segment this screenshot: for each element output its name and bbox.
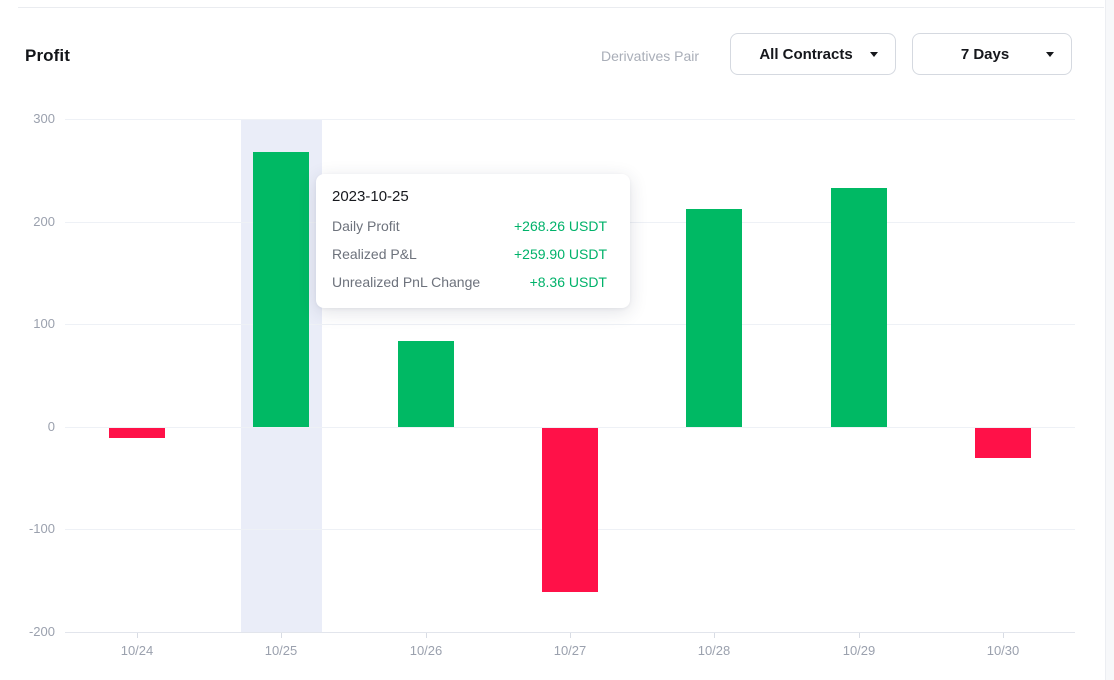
- x-axis-label: 10/28: [697, 643, 731, 658]
- x-axis-tick: [1003, 633, 1004, 638]
- x-axis-label: 10/29: [842, 643, 876, 658]
- chevron-down-icon: [1046, 52, 1054, 57]
- gridline: [65, 427, 1075, 428]
- y-axis-label: -100: [28, 521, 55, 536]
- x-axis-tick: [714, 633, 715, 638]
- y-axis-label: 0: [47, 419, 55, 434]
- x-axis-label: 10/25: [264, 643, 298, 658]
- tooltip-row: Daily Profit +268.26 USDT: [332, 212, 607, 240]
- x-axis-label: 10/24: [120, 643, 154, 658]
- contracts-dropdown[interactable]: All Contracts: [730, 33, 896, 75]
- profit-bar-10-25[interactable]: [253, 151, 309, 427]
- x-axis-tick: [137, 633, 138, 638]
- x-axis-tick: [281, 633, 282, 638]
- x-axis-label: 10/27: [553, 643, 587, 658]
- x-axis-tick: [859, 633, 860, 638]
- contracts-dropdown-value: All Contracts: [759, 45, 853, 63]
- tooltip-label: Daily Profit: [332, 218, 400, 234]
- tooltip-row: Unrealized PnL Change +8.36 USDT: [332, 268, 607, 296]
- panel-top-border: [18, 7, 1104, 8]
- gridline: [65, 324, 1075, 325]
- tooltip-value: +8.36 USDT: [529, 274, 607, 290]
- y-axis-label: -200: [28, 624, 55, 639]
- profit-bar-10-30[interactable]: [975, 427, 1031, 458]
- profit-bar-10-26[interactable]: [398, 340, 454, 427]
- y-axis-label: 100: [33, 316, 55, 331]
- scrollbar[interactable]: [1105, 0, 1114, 680]
- period-dropdown[interactable]: 7 Days: [912, 33, 1072, 75]
- chevron-down-icon: [870, 52, 878, 57]
- tooltip-row: Realized P&L +259.90 USDT: [332, 240, 607, 268]
- x-axis-label: 10/26: [409, 643, 443, 658]
- profit-bar-10-28[interactable]: [686, 209, 742, 427]
- tooltip-date: 2023-10-25: [332, 188, 409, 205]
- tooltip-value: +268.26 USDT: [514, 218, 607, 234]
- tooltip-label: Realized P&L: [332, 246, 417, 262]
- gridline: [65, 119, 1075, 120]
- x-axis-label: 10/30: [986, 643, 1020, 658]
- derivatives-pair-label: Derivatives Pair: [601, 48, 700, 64]
- y-axis-label: 300: [33, 111, 55, 126]
- profit-bar-10-24[interactable]: [109, 427, 165, 439]
- tooltip-value: +259.90 USDT: [514, 246, 607, 262]
- profit-bar-10-27[interactable]: [542, 427, 598, 592]
- y-axis-label: 200: [33, 214, 55, 229]
- chart-tooltip: 2023-10-25 Daily Profit +268.26 USDT Rea…: [316, 174, 630, 308]
- profit-bar-10-29[interactable]: [831, 187, 887, 427]
- x-axis-tick: [570, 633, 571, 638]
- x-axis-line: [65, 632, 1075, 633]
- tooltip-label: Unrealized PnL Change: [332, 274, 481, 290]
- x-axis-tick: [426, 633, 427, 638]
- page-title: Profit: [25, 46, 70, 65]
- period-dropdown-value: 7 Days: [960, 45, 1010, 63]
